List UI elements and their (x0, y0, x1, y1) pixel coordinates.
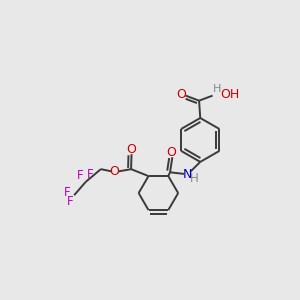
Text: F: F (87, 168, 93, 181)
Text: OH: OH (220, 88, 239, 101)
Text: N: N (183, 168, 192, 181)
Text: F: F (76, 169, 83, 182)
Text: O: O (167, 146, 176, 159)
Text: H: H (213, 84, 221, 94)
Text: F: F (64, 186, 70, 200)
Text: O: O (176, 88, 186, 101)
Text: F: F (67, 195, 73, 208)
Text: O: O (126, 143, 136, 156)
Text: O: O (109, 165, 119, 178)
Text: H: H (190, 172, 198, 185)
